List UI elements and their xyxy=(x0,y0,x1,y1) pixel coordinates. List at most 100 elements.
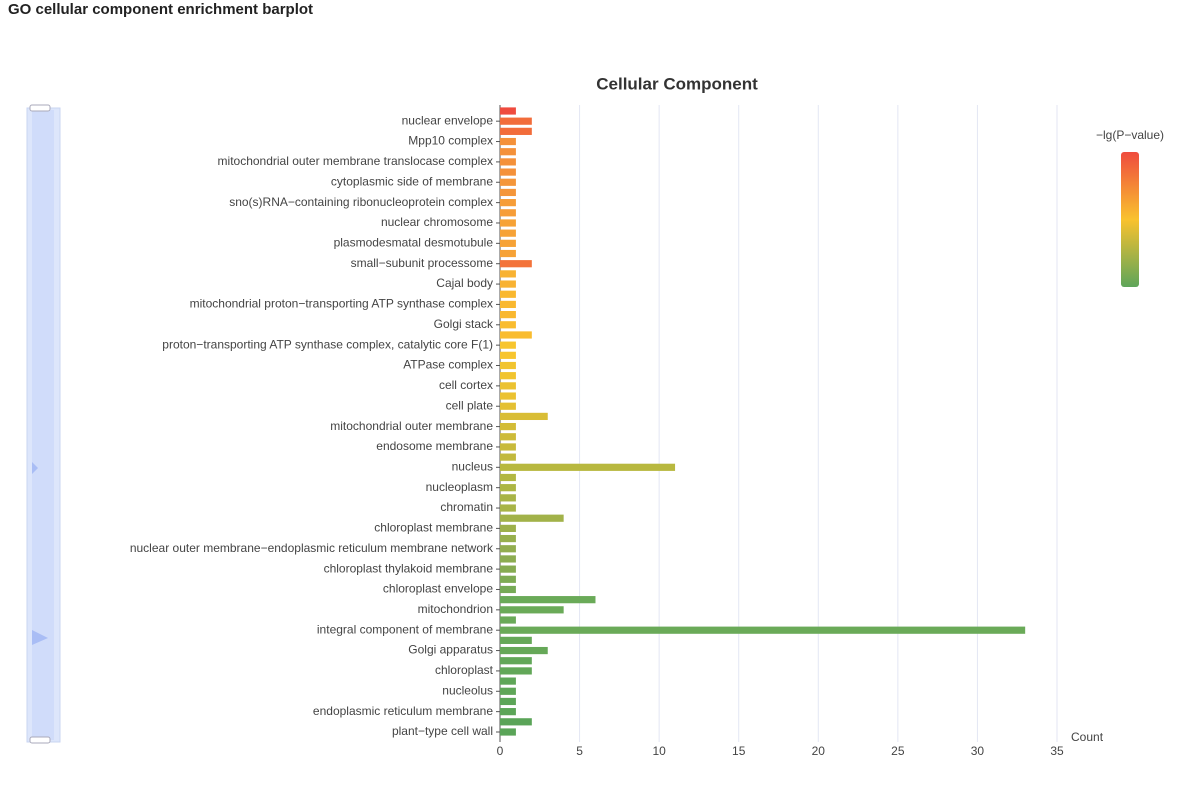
bar xyxy=(500,341,516,349)
bar xyxy=(500,178,516,186)
bar xyxy=(500,433,516,441)
y-tick-label: plasmodesmatal desmotubule xyxy=(334,236,494,250)
bar xyxy=(500,158,516,166)
bar xyxy=(500,534,516,543)
y-tick-label: Mpp10 complex xyxy=(408,134,493,148)
bar xyxy=(500,524,516,532)
y-tick-label: nucleolus xyxy=(442,683,493,697)
x-tick-label: 20 xyxy=(812,744,826,758)
bar xyxy=(500,239,516,247)
x-tick-label: 30 xyxy=(971,744,985,758)
zoom-handle[interactable] xyxy=(29,104,51,112)
y-tick-label: nuclear envelope xyxy=(402,113,494,127)
x-tick-label: 35 xyxy=(1050,744,1064,758)
bar xyxy=(500,575,516,583)
y-tick-label: endoplasmic reticulum membrane xyxy=(313,704,493,718)
bar xyxy=(500,127,532,135)
bar xyxy=(500,473,516,482)
bar xyxy=(500,484,516,492)
bar xyxy=(500,168,516,176)
bar xyxy=(500,402,516,410)
y-tick-label: chloroplast xyxy=(435,663,494,677)
bar xyxy=(500,443,516,451)
y-tick-label: chloroplast envelope xyxy=(383,582,493,596)
bar xyxy=(500,422,516,431)
bar xyxy=(500,107,516,115)
bar xyxy=(500,351,516,359)
bar xyxy=(500,606,564,614)
y-tick-label: nuclear chromosome xyxy=(381,215,493,229)
bar xyxy=(500,321,516,329)
y-tick-label: cytoplasmic side of membrane xyxy=(331,174,493,188)
x-tick-label: 25 xyxy=(891,744,905,758)
bar xyxy=(500,382,516,390)
zoom-window xyxy=(32,110,54,740)
bar xyxy=(500,565,516,573)
bar xyxy=(500,290,516,298)
y-tick-label: nucleoplasm xyxy=(426,480,493,494)
bar xyxy=(500,494,516,502)
bar xyxy=(500,453,516,461)
bar xyxy=(500,300,516,309)
bar xyxy=(500,708,516,716)
y-tick-label: nuclear outer membrane−endoplasmic retic… xyxy=(130,541,494,555)
bar xyxy=(500,392,516,400)
bar xyxy=(500,585,516,594)
bar xyxy=(500,555,516,563)
bar xyxy=(500,117,532,125)
y-tick-label: sno(s)RNA−containing ribonucleoprotein c… xyxy=(229,195,493,209)
y-tick-label: ATPase complex xyxy=(403,358,493,372)
y-tick-label: mitochondrial proton−transporting ATP sy… xyxy=(190,297,493,311)
y-tick-label: Golgi stack xyxy=(434,317,494,331)
bar xyxy=(500,667,532,675)
bar xyxy=(500,626,1026,634)
y-tick-label: endosome membrane xyxy=(376,439,493,453)
x-tick-label: 0 xyxy=(497,744,504,758)
x-tick-label: 5 xyxy=(576,744,583,758)
bar xyxy=(500,657,532,665)
y-tick-label: cell cortex xyxy=(439,378,493,392)
y-tick-label: proton−transporting ATP synthase complex… xyxy=(162,337,493,351)
bar xyxy=(500,188,516,197)
bar xyxy=(500,718,532,726)
y-tick-label: chloroplast membrane xyxy=(374,521,493,535)
y-tick-label: chloroplast thylakoid membrane xyxy=(324,561,494,575)
bar xyxy=(500,463,676,471)
bar xyxy=(500,260,532,268)
y-tick-label: integral component of membrane xyxy=(317,622,493,636)
y-tick-label: plant−type cell wall xyxy=(392,724,493,738)
bar xyxy=(500,616,516,624)
bar xyxy=(500,361,516,370)
y-tick-label: mitochondrial outer membrane translocase… xyxy=(218,154,493,168)
y-tick-label: cell plate xyxy=(446,398,494,412)
bar xyxy=(500,280,516,288)
y-tick-label: small−subunit processome xyxy=(351,256,494,270)
chart-title: Cellular Component xyxy=(596,74,758,93)
bar xyxy=(500,229,516,237)
bar xyxy=(500,331,532,339)
bar xyxy=(500,270,516,278)
visual-map-bar[interactable] xyxy=(1121,152,1139,287)
y-tick-label: nucleus xyxy=(452,459,493,473)
x-tick-label: 15 xyxy=(732,744,746,758)
bar xyxy=(500,697,516,706)
bar xyxy=(500,596,596,604)
bar xyxy=(500,728,516,736)
bar xyxy=(500,636,532,644)
bar xyxy=(500,199,516,207)
y-tick-label: mitochondrial outer membrane xyxy=(330,419,493,433)
bar xyxy=(500,646,548,655)
bar xyxy=(500,148,516,156)
bar xyxy=(500,219,516,227)
bar xyxy=(500,372,516,380)
data-zoom[interactable] xyxy=(26,104,61,744)
bar xyxy=(500,545,516,553)
zoom-handle[interactable] xyxy=(29,736,51,744)
y-tick-label: chromatin xyxy=(440,500,493,514)
bar xyxy=(500,677,516,685)
bar xyxy=(500,137,516,146)
bar xyxy=(500,249,516,258)
bar xyxy=(500,209,516,217)
visual-map-title: −lg(P−value) xyxy=(1096,128,1164,142)
y-tick-label: Golgi apparatus xyxy=(408,643,493,657)
